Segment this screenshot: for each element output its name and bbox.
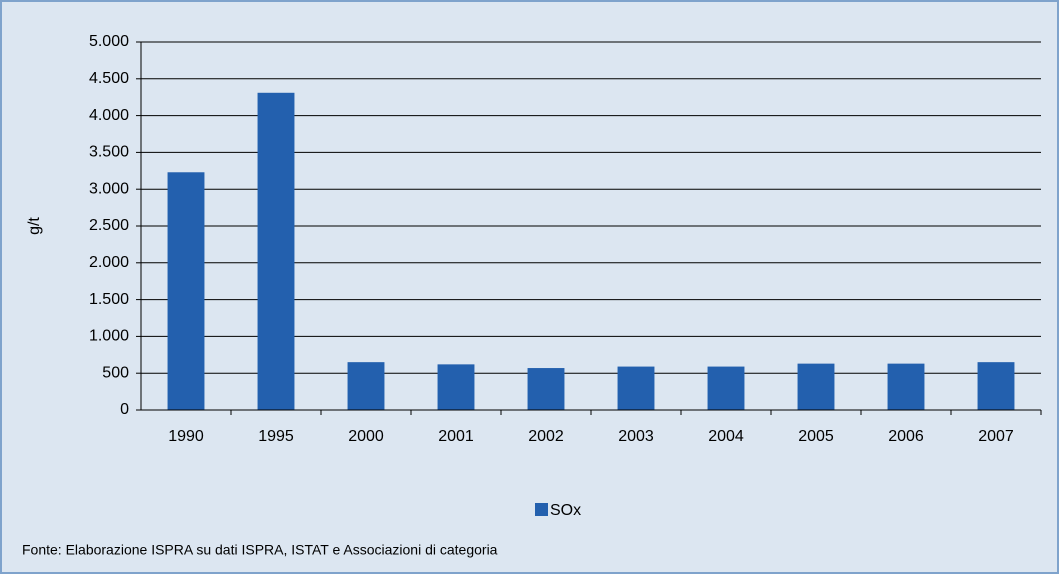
y-tick-label: 4.500 — [89, 70, 129, 87]
y-tick-label: 0 — [120, 401, 129, 418]
x-tick-label: 2002 — [528, 428, 564, 445]
y-tick-label: 3.500 — [89, 144, 129, 161]
x-tick-label: 2004 — [708, 428, 744, 445]
x-tick-label: 2005 — [798, 428, 834, 445]
bar — [887, 363, 925, 410]
bar — [617, 366, 655, 410]
y-tick-label: 4.000 — [89, 107, 129, 124]
bar — [797, 363, 835, 410]
x-tick-label: 2001 — [438, 428, 474, 445]
bar — [347, 362, 385, 410]
y-axis-label: g/t — [26, 217, 43, 235]
y-tick-label: 1.500 — [89, 291, 129, 308]
y-tick-label: 500 — [102, 364, 129, 381]
source-note: Fonte: Elaborazione ISPRA su dati ISPRA,… — [22, 542, 498, 558]
x-tick-label: 1995 — [258, 428, 294, 445]
bar — [257, 92, 295, 410]
bar — [167, 172, 205, 410]
y-tick-label: 1.000 — [89, 328, 129, 345]
bar — [527, 368, 565, 410]
y-tick-label: 2.000 — [89, 254, 129, 271]
bar — [977, 362, 1015, 410]
y-tick-label: 5.000 — [89, 33, 129, 50]
y-tick-label: 2.500 — [89, 217, 129, 234]
x-tick-label: 2003 — [618, 428, 654, 445]
bar — [707, 366, 745, 410]
x-tick-label: 2007 — [978, 428, 1014, 445]
y-tick-label: 3.000 — [89, 180, 129, 197]
bar — [437, 364, 475, 410]
x-tick-label: 1990 — [168, 428, 204, 445]
legend-label: SOx — [550, 502, 581, 519]
x-tick-label: 2000 — [348, 428, 384, 445]
x-tick-label: 2006 — [888, 428, 924, 445]
legend-swatch — [535, 503, 548, 516]
